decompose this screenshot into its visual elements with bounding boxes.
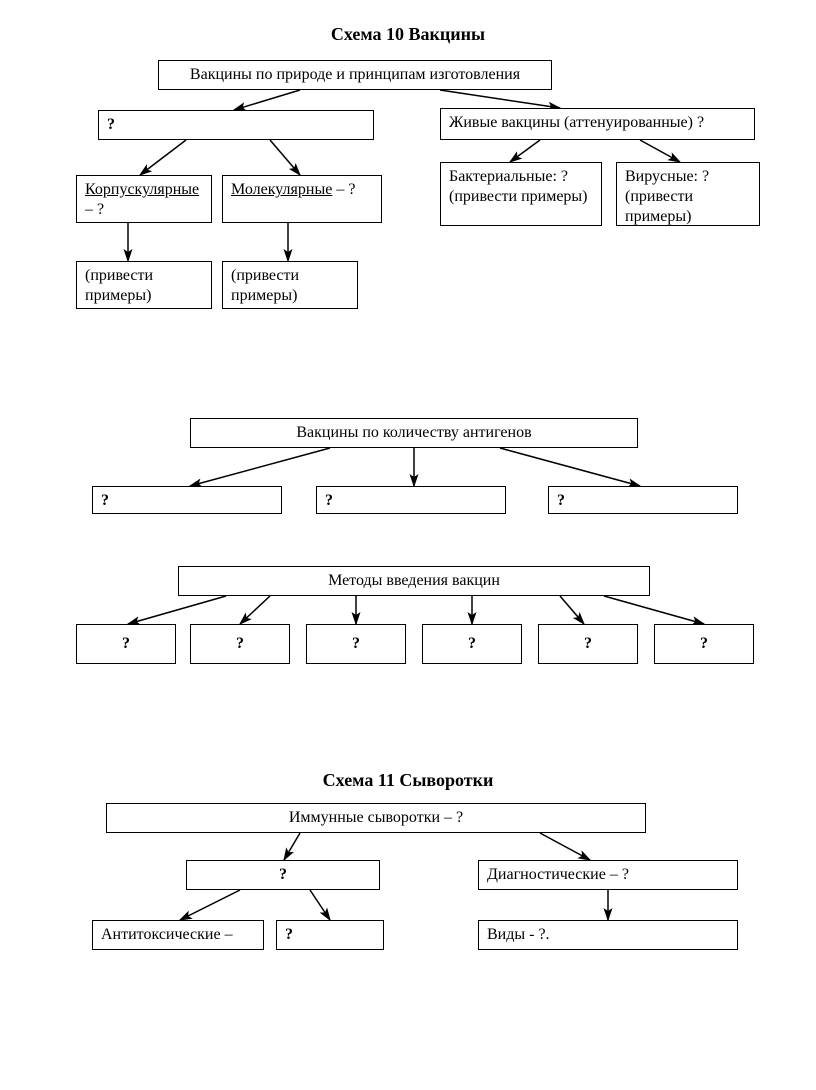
box-b_syv_anti: Антитоксические – [92,920,264,950]
box-b_syv_diag: Диагностические – ? [478,860,738,890]
box-label: ? [279,865,287,885]
box-label: ? [236,634,244,654]
box-label: Вакцины по количеству антигенов [296,423,531,443]
box-b_root3: Методы введения вакцин [178,566,650,596]
box-b_ex2: (привести примеры) [222,261,358,309]
box-b_m5: ? [538,624,638,664]
box-b_bact: Бактериальные: ? (привести примеры) [440,162,602,226]
box-label: Диагностические – ? [487,865,629,885]
box-b_m1: ? [76,624,176,664]
box-b_vir: Вирусные: ? (привести примеры) [616,162,760,226]
box-b_ex1: (привести примеры) [76,261,212,309]
box-label: ? [107,115,115,135]
box-label: ? [468,634,476,654]
box-label: Виды - ?. [487,925,550,945]
schema10-title: Схема 10 Вакцины [0,24,816,45]
box-label: Живые вакцины (аттенуированные) ? [449,113,704,133]
diagram-page: Схема 10 Вакцины Схема 11 Сыворотки Вакц… [0,0,816,1090]
box-b_syv_vidy: Виды - ?. [478,920,738,950]
box-label: ? [325,491,333,511]
box-b_q2b: ? [316,486,506,514]
box-b_leftQ: ? [98,110,374,140]
box-b_m4: ? [422,624,522,664]
box-label: Антитоксические – [101,925,233,945]
box-b_live: Живые вакцины (аттенуированные) ? [440,108,755,140]
box-b_root2: Вакцины по количеству антигенов [190,418,638,448]
box-label: Бактериальные: ? (привести примеры) [449,167,593,207]
box-b_syv_q2: ? [276,920,384,950]
box-label: ? [122,634,130,654]
box-label: Иммунные сыворотки – ? [289,808,463,828]
box-label: ? [352,634,360,654]
box-b_corp: Корпускулярные – ? [76,175,212,223]
box-label: (привести примеры) [85,266,203,306]
box-label: ? [700,634,708,654]
box-label: Корпускулярные – ? [85,180,203,220]
box-label: ? [557,491,565,511]
box-b_q2c: ? [548,486,738,514]
box-label: Вакцины по природе и принципам изготовле… [190,65,520,85]
box-b_syv_q: ? [186,860,380,890]
box-label: Вирусные: ? (привести примеры) [625,167,751,227]
box-b_m6: ? [654,624,754,664]
schema11-title: Схема 11 Сыворотки [0,770,816,791]
box-label: ? [285,925,293,945]
box-label: Методы введения вакцин [328,571,500,591]
box-b_syv_root: Иммунные сыворотки – ? [106,803,646,833]
box-b_m2: ? [190,624,290,664]
box-label: (привести примеры) [231,266,349,306]
box-b_mol: Молекулярные – ? [222,175,382,223]
box-label: ? [101,491,109,511]
box-b_m3: ? [306,624,406,664]
box-label: Молекулярные – ? [231,180,355,200]
box-b_q2a: ? [92,486,282,514]
box-b_root1: Вакцины по природе и принципам изготовле… [158,60,552,90]
box-label: ? [584,634,592,654]
